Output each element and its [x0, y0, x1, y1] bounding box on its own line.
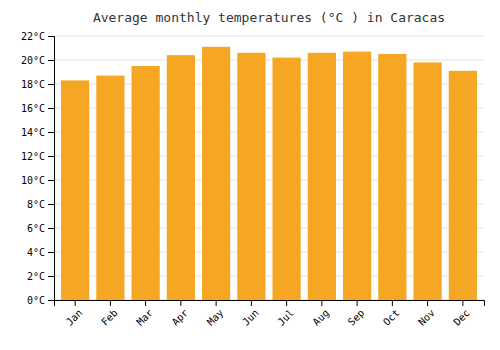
bar [167, 55, 195, 300]
tick-mark [48, 252, 54, 253]
x-axis: Jan Feb Mar Apr May Jun Jul Aug Sep Oct Nov Dec [55, 300, 485, 328]
tick-mark [216, 300, 217, 306]
tick-mark [48, 60, 54, 61]
x-tick: Aug [311, 300, 332, 328]
axis-domain [48, 37, 55, 301]
tick-label: Dec [451, 307, 472, 328]
chart-container: 0°C 2°C 4°C 6°C 8°C 10°C 12°C 14°C 16°C 18°C 20°C 2… [0, 0, 500, 350]
y-tick: 6°C [27, 223, 54, 234]
y-tick: 20°C [21, 55, 54, 66]
tick-label: Jan [64, 307, 85, 328]
chart-svg: 0°C 2°C 4°C 6°C 8°C 10°C 12°C 14°C 16°C 18°C 20°C 2… [0, 0, 500, 350]
tick-mark [251, 300, 252, 306]
tick-mark [75, 300, 76, 306]
tick-label: 20°C [21, 55, 45, 66]
tick-label: Mar [134, 307, 155, 328]
axis-domain [55, 301, 485, 307]
tick-mark [110, 300, 111, 306]
x-tick: Jan [64, 300, 85, 328]
tick-mark [48, 36, 54, 37]
tick-label: 18°C [21, 79, 45, 90]
tick-mark [48, 84, 54, 85]
tick-mark [48, 180, 54, 181]
tick-label: Oct [381, 307, 402, 328]
tick-mark [392, 300, 393, 306]
bar [61, 80, 89, 300]
tick-mark [48, 132, 54, 133]
x-tick: Mar [134, 300, 155, 328]
x-tick: Dec [451, 300, 472, 328]
tick-label: Jun [240, 307, 261, 328]
bars [61, 47, 477, 300]
tick-mark [48, 156, 54, 157]
tick-label: Jul [275, 307, 296, 328]
grid-line [54, 36, 484, 37]
tick-label: 8°C [27, 199, 45, 210]
x-tick: Oct [381, 300, 402, 328]
tick-label: 12°C [21, 151, 45, 162]
grid [54, 36, 484, 300]
tick-mark [357, 300, 358, 306]
tick-label: Aug [311, 307, 332, 328]
tick-mark [180, 300, 181, 306]
tick-label: 6°C [27, 223, 45, 234]
x-tick: Nov [416, 300, 437, 328]
tick-mark [462, 300, 463, 306]
y-tick: 16°C [21, 103, 54, 114]
tick-mark [145, 300, 146, 306]
bar [343, 52, 371, 300]
y-axis: 0°C 2°C 4°C 6°C 8°C 10°C 12°C 14°C 16°C 18°C 20°C 2… [21, 31, 55, 306]
tick-mark [286, 300, 287, 306]
tick-label: Sep [346, 307, 367, 328]
tick-label: 2°C [27, 271, 45, 282]
tick-label: Apr [170, 307, 191, 328]
bar [449, 71, 477, 300]
bar [96, 76, 124, 300]
tick-mark [48, 300, 54, 301]
bar [378, 54, 406, 300]
y-tick: 22°C [21, 31, 54, 42]
tick-mark [427, 300, 428, 306]
grid-line [54, 60, 484, 61]
y-tick: 18°C [21, 79, 54, 90]
y-tick: 10°C [21, 175, 54, 186]
tick-label: 16°C [21, 103, 45, 114]
bar [414, 62, 442, 300]
tick-label: Feb [99, 307, 120, 328]
x-tick: Jul [275, 300, 296, 328]
tick-mark [48, 108, 54, 109]
bar [273, 58, 301, 300]
tick-label: 14°C [21, 127, 45, 138]
x-tick: May [205, 300, 226, 328]
bar [132, 66, 160, 300]
tick-mark [48, 228, 54, 229]
bar [237, 53, 265, 300]
tick-mark [321, 300, 322, 306]
tick-label: 22°C [21, 31, 45, 42]
x-tick: Apr [170, 300, 191, 328]
tick-label: 4°C [27, 247, 45, 258]
y-tick: 14°C [21, 127, 54, 138]
tick-label: May [205, 307, 226, 328]
x-tick: Jun [240, 300, 261, 328]
y-tick: 2°C [27, 271, 54, 282]
tick-mark [48, 204, 54, 205]
tick-label: 10°C [21, 175, 45, 186]
tick-label: Nov [416, 307, 437, 328]
bar [202, 47, 230, 300]
bar [308, 53, 336, 300]
y-tick: 12°C [21, 151, 54, 162]
y-tick: 8°C [27, 199, 54, 210]
chart-title: Average monthly temperatures (°C ) in Ca… [93, 10, 445, 25]
y-tick: 0°C [27, 295, 54, 306]
tick-label: 0°C [27, 295, 45, 306]
plot-area: 0°C 2°C 4°C 6°C 8°C 10°C 12°C 14°C 16°C 18°C 20°C 2… [21, 31, 485, 328]
x-tick: Feb [99, 300, 120, 328]
tick-mark [48, 276, 54, 277]
y-tick: 4°C [27, 247, 54, 258]
x-tick: Sep [346, 300, 367, 328]
